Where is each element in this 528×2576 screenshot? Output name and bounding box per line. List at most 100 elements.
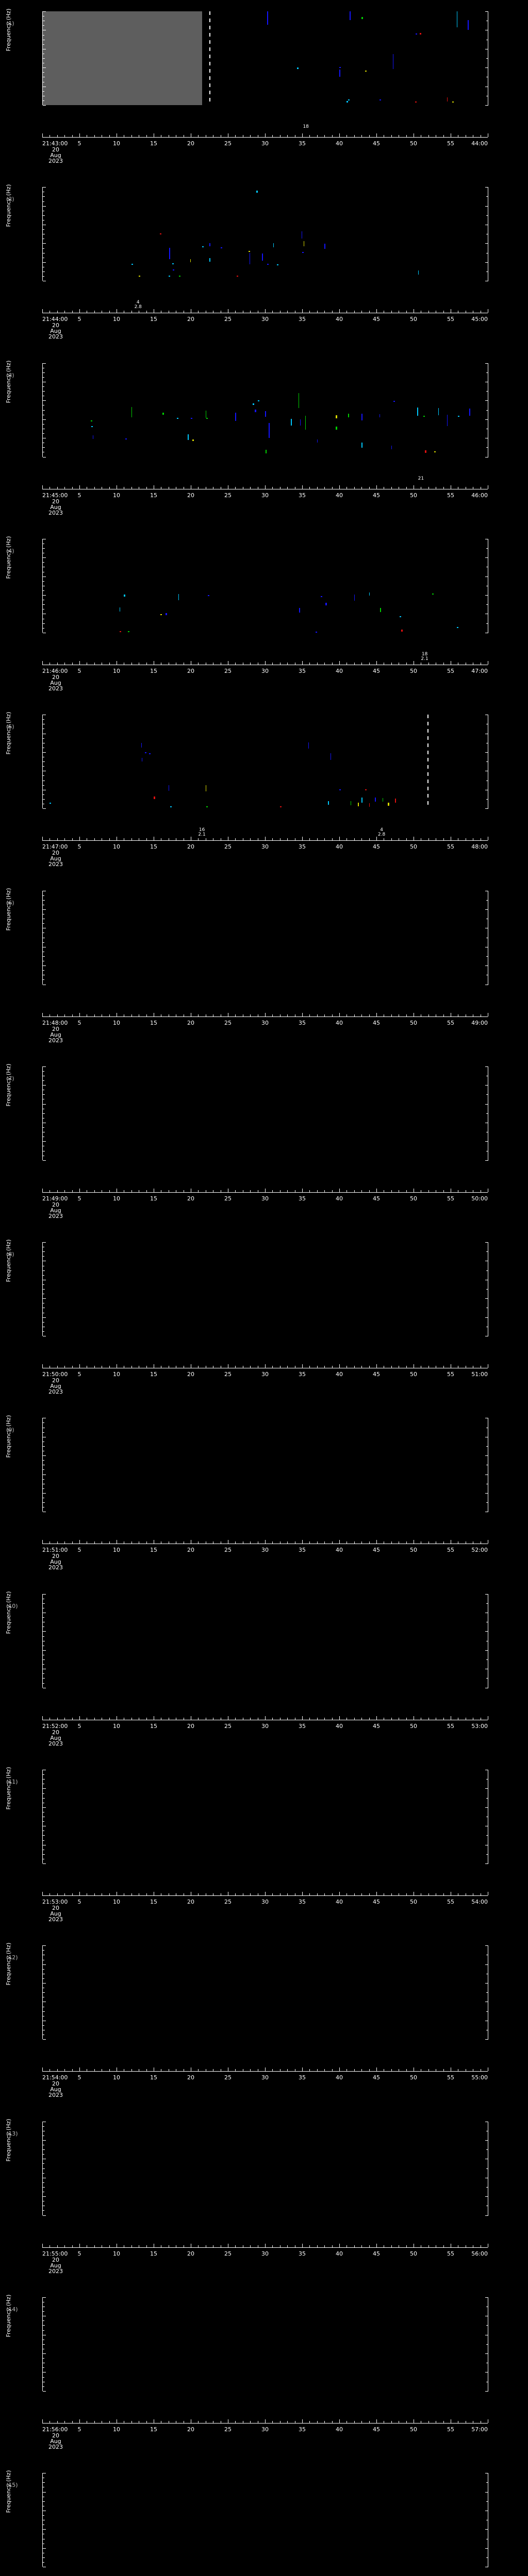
x-tick-label: 25 (224, 1371, 232, 1378)
panel-number: (12) (6, 1954, 18, 1961)
detection-trace (205, 411, 207, 418)
x-tick-major (265, 837, 266, 841)
detection-trace (324, 243, 325, 249)
plot-area-4[interactable] (42, 538, 488, 633)
time-axis[interactable] (42, 1016, 488, 1017)
plot-area-1[interactable]: ADDET_ON (42, 11, 488, 105)
x-tick-label: 10 (113, 1019, 120, 1026)
x-tick-major (42, 1892, 43, 1895)
x-tick-label-start: 21:48:00 (42, 1019, 68, 1026)
y-axis-spine-left (42, 1594, 43, 1688)
x-tick-minor (428, 662, 429, 665)
x-tick-minor (361, 1893, 362, 1895)
plot-area-6[interactable] (42, 890, 488, 985)
y-tick-major-right (485, 262, 488, 263)
y-axis-label: Frequency (Hz) (5, 2119, 12, 2162)
x-tick-minor (361, 1014, 362, 1016)
x-tick-major (79, 133, 80, 137)
x-tick-minor (354, 486, 355, 489)
plot-area-3[interactable] (42, 363, 488, 457)
x-tick-minor (94, 662, 95, 665)
x-tick-label: 45 (373, 1019, 380, 1026)
x-tick-major (376, 309, 377, 313)
y-axis-spine-left (42, 538, 43, 633)
detection-trace (269, 423, 270, 438)
plot-area-5[interactable]: ADDET_OFF (42, 715, 488, 809)
detection-trace (369, 803, 370, 807)
detection-trace (190, 259, 191, 262)
x-tick-minor (72, 1366, 73, 1368)
plot-area-11[interactable] (42, 1770, 488, 1863)
x-tick-minor (332, 135, 333, 137)
x-tick-minor (72, 2420, 73, 2423)
x-tick-minor (354, 1893, 355, 1895)
x-tick-minor (94, 838, 95, 841)
x-tick-minor (332, 662, 333, 665)
x-tick-minor (64, 2245, 65, 2247)
x-tick-minor (131, 1893, 132, 1895)
y-tick-minor-right (486, 1502, 488, 1503)
y-tick-minor (43, 895, 44, 896)
x-tick-label: 15 (150, 140, 157, 147)
x-tick-minor (354, 1366, 355, 1368)
time-axis[interactable] (42, 840, 488, 841)
plot-area-8[interactable] (42, 1242, 488, 1336)
detection-trace (458, 416, 460, 417)
plot-area-7[interactable] (42, 1066, 488, 1160)
x-axis-date-stack: 20 Aug 2023 (48, 1728, 63, 1747)
x-tick-label: 50 (410, 667, 417, 674)
x-tick-minor (324, 1541, 325, 1544)
y-tick-major-right (485, 808, 488, 809)
time-axis[interactable] (42, 2247, 488, 2248)
detection-trace (266, 449, 267, 454)
time-axis[interactable] (42, 137, 488, 138)
x-tick-minor (272, 1014, 273, 1016)
x-tick-label-end: 54:00 (471, 1899, 488, 1905)
x-tick-minor (309, 1893, 310, 1895)
x-tick-label: 35 (299, 1547, 306, 1554)
x-tick-label: 35 (299, 316, 306, 323)
x-tick-major (79, 2067, 80, 2072)
detection-trace (365, 70, 367, 72)
y-tick-minor (43, 391, 45, 392)
x-tick-minor (94, 2069, 95, 2072)
y-tick-minor (43, 2367, 44, 2368)
detection-trace (249, 252, 251, 265)
y-tick-minor-right (486, 372, 488, 373)
plot-area-12[interactable] (42, 1945, 488, 2040)
plot-area-9[interactable] (42, 1418, 488, 1512)
x-tick-minor (369, 2245, 370, 2247)
time-axis[interactable] (42, 1895, 488, 1896)
detection-trace (418, 270, 419, 275)
plot-area-15[interactable] (42, 2473, 488, 2567)
time-axis[interactable] (42, 2071, 488, 2072)
y-tick-minor-right (486, 2149, 488, 2150)
x-tick-minor (131, 2245, 132, 2247)
panel-12: 10008006004002000Frequency (Hz)(12)21:54… (0, 1943, 528, 2101)
panel-number: (4) (6, 547, 14, 554)
x-tick-minor (406, 2245, 407, 2247)
x-tick-label: 50 (410, 316, 417, 323)
x-tick-label: 35 (299, 2250, 306, 2257)
time-axis[interactable] (42, 1192, 488, 1193)
time-axis[interactable] (42, 2422, 488, 2424)
y-axis-label: Frequency (Hz) (5, 1063, 12, 1107)
plot-area-10[interactable] (42, 1594, 488, 1688)
x-tick-label: 40 (336, 1547, 343, 1554)
y-tick-major (43, 2140, 46, 2141)
x-tick-label: 10 (113, 2426, 120, 2433)
x-tick-minor (287, 2069, 288, 2072)
x-tick-major (79, 485, 80, 489)
x-tick-label: 50 (410, 1019, 417, 1026)
x-tick-minor (443, 1014, 444, 1016)
plot-area-2[interactable] (42, 187, 488, 281)
x-tick-label: 30 (261, 316, 269, 323)
x-tick-label-end: 55:00 (471, 2074, 488, 2081)
y-tick-minor (43, 923, 44, 924)
plot-area-13[interactable] (42, 2121, 488, 2215)
plot-area-14[interactable] (42, 2297, 488, 2391)
x-tick-minor (131, 1541, 132, 1544)
y-tick-minor (43, 2562, 44, 2563)
detection-trace (456, 11, 458, 27)
event-marker-line (427, 715, 429, 809)
